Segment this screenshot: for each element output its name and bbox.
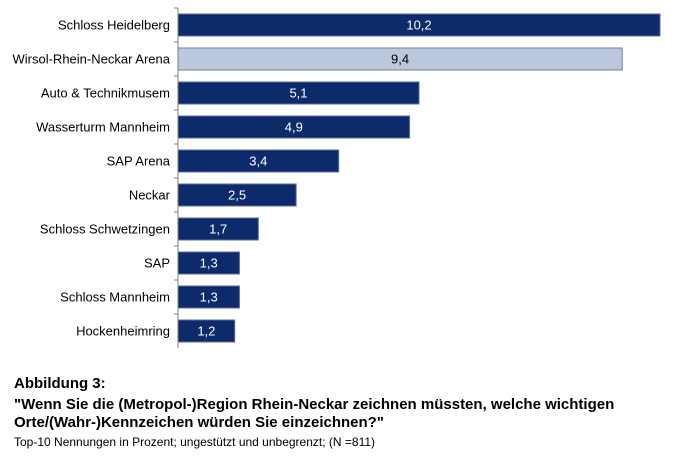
bar-chart: Schloss Heidelberg 10,2 Wirsol-Rhein-Necka… [13, 7, 661, 348]
figure-caption: Abbildung 3: "Wenn Sie die (Metropol-)Re… [14, 374, 679, 450]
category-label: Hockenheimring [76, 324, 170, 339]
value-label: 4,9 [285, 120, 303, 135]
category-label: Wirsol-Rhein-Neckar Arena [13, 52, 171, 67]
category-label: Schloss Schwetzingen [40, 222, 170, 237]
category-label: Wasserturm Mannheim [36, 120, 170, 135]
value-label: 5,1 [289, 86, 307, 101]
value-label: 3,4 [249, 154, 267, 169]
value-label: 10,2 [406, 18, 431, 33]
bars-layer: Schloss Heidelberg 10,2 Wirsol-Rhein-Necka… [13, 7, 661, 343]
value-label: 2,5 [228, 188, 246, 203]
value-label: 1,3 [200, 290, 218, 305]
category-label: Auto & Technikmusem [41, 86, 170, 101]
category-label: SAP Arena [107, 154, 171, 169]
value-label: 1,2 [197, 324, 215, 339]
value-label: 1,3 [200, 256, 218, 271]
value-label: 9,4 [391, 52, 409, 67]
caption-title: Abbildung 3: [14, 375, 106, 392]
caption-question: "Wenn Sie die (Metropol-)Region Rhein-Ne… [14, 396, 615, 431]
category-label: SAP [144, 256, 170, 271]
value-label: 1,7 [209, 222, 227, 237]
category-label: Schloss Mannheim [60, 290, 170, 305]
category-label: Schloss Heidelberg [58, 18, 170, 33]
caption-note: Top-10 Nennungen in Prozent; ungestützt … [14, 435, 376, 449]
category-label: Neckar [129, 188, 171, 203]
